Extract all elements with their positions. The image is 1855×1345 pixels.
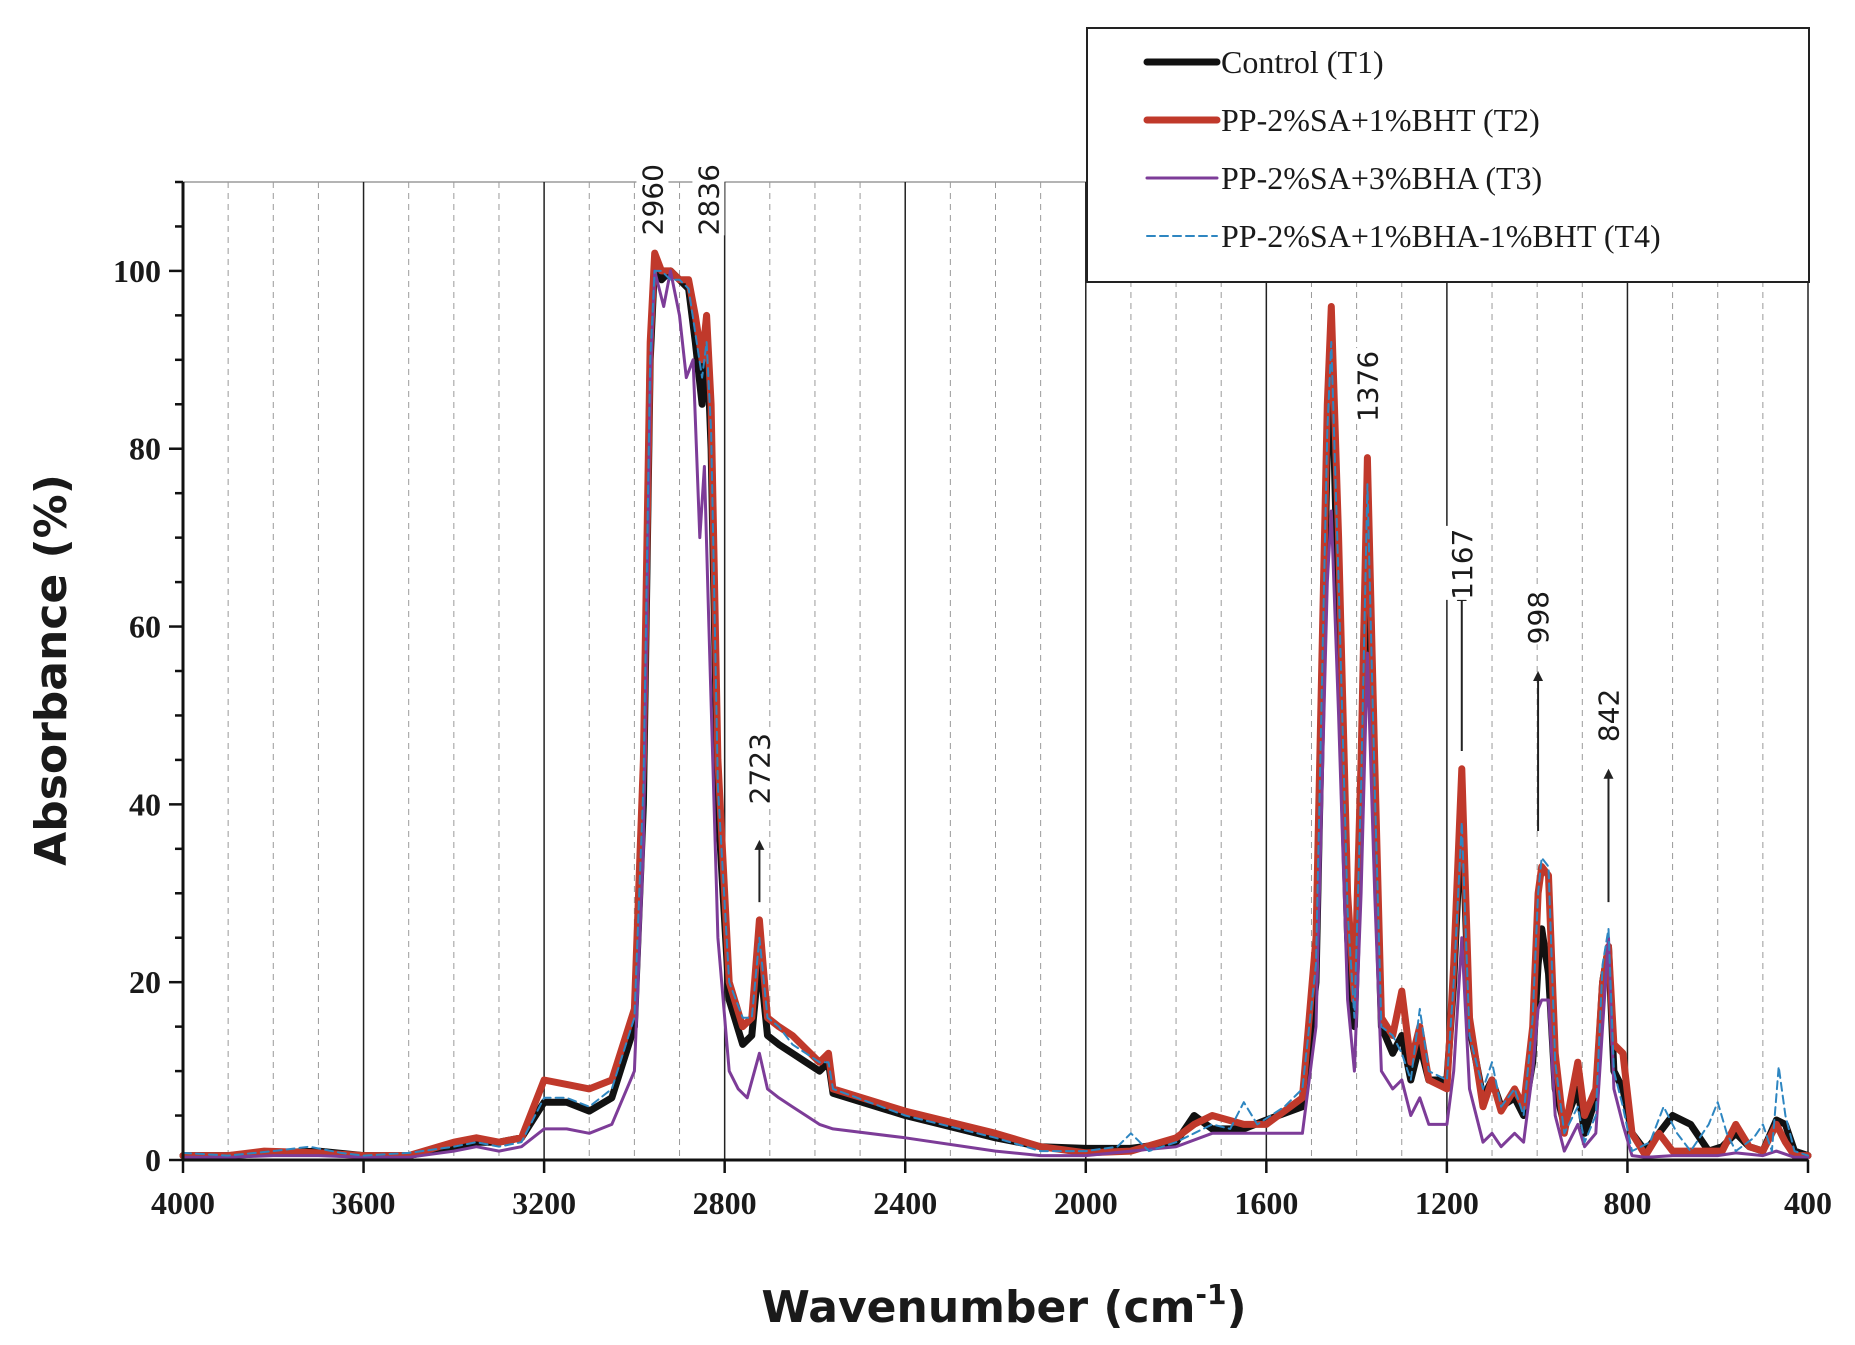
series-line-4 [182,269,1809,1157]
grid-lines [183,181,1809,1160]
y-tick-label: 0 [145,1142,161,1178]
y-tick-label: 100 [113,253,161,289]
y-tick-label: 40 [129,786,161,822]
annotation-label: 998 [1522,591,1555,644]
x-axis-title-superscript: -1 [1195,1278,1226,1311]
annotation-label-backing [1445,525,1478,600]
annotation-label: 2723 [743,733,776,804]
x-axis-title: Wavenumber (cm-1) [761,1278,1246,1333]
annotation-label: 1167 [1446,529,1479,600]
x-tick-label: 4000 [151,1185,215,1221]
x-tick-label: 800 [1603,1185,1651,1221]
annotation-arrowhead [1603,768,1614,779]
legend: Control (T1) PP-2%SA+1%BHT (T2) PP-2%SA+3%… [1086,27,1810,283]
x-tick-label: 1200 [1415,1185,1479,1221]
legend-box [1086,27,1810,283]
x-tick-label: 1600 [1234,1185,1298,1221]
annotation-arrowhead [754,839,765,850]
annotation-label: 2960 [636,164,669,235]
annotation-label-backing [1592,685,1625,743]
y-tick-label: 20 [129,964,161,1000]
x-tick-label: 3600 [332,1185,396,1221]
annotation-label-backing [1522,587,1555,645]
annotation-label-backing [636,161,669,236]
x-tick-label: 2800 [693,1185,757,1221]
annotation-label: 1376 [1351,351,1384,422]
x-axis-title-close: ) [1227,1282,1247,1333]
annotation-arrowhead [1533,671,1544,681]
annotation-label-backing [692,161,725,236]
x-tick-label: 2400 [873,1185,937,1221]
y-tick-label: 60 [129,609,161,645]
legend-label: PP-2%SA+1%BHA-1%BHT (T4) [1221,218,1661,254]
legend-label: PP-2%SA+3%BHA (T3) [1221,160,1542,196]
annotation-label: 2836 [692,164,725,235]
series-layer [179,249,1812,1160]
annotation-label: 842 [1592,689,1625,742]
legend-label: PP-2%SA+1%BHT (T2) [1221,102,1540,138]
x-axis-title-main: Wavenumber (cm [761,1282,1195,1333]
y-tick-label: 80 [129,431,161,467]
x-tick-label: 3200 [512,1185,576,1221]
annotation-label-backing [743,730,776,805]
y-axis-title: Absorbance (%) [26,474,77,866]
legend-label: Control (T1) [1221,44,1384,80]
x-tick-label: 400 [1784,1185,1832,1221]
axes: 0 20 40 60 80 100 4000 3600 3200 2800 2400 2000 1600… [113,180,1832,1221]
x-tick-label: 2000 [1054,1185,1118,1221]
series-line-3 [181,269,1810,1159]
annotation-label-backing [1351,348,1384,423]
